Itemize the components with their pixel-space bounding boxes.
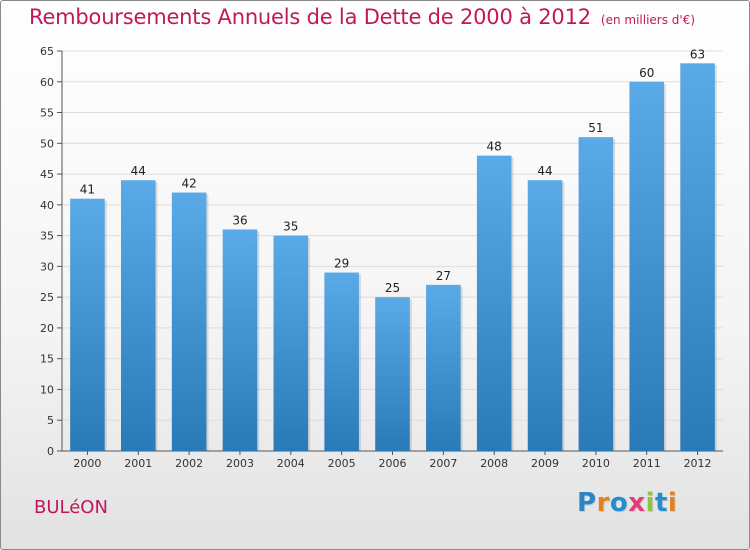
commune-name: BULéON xyxy=(34,497,108,518)
y-tick-label: 25 xyxy=(40,291,54,304)
bar-2011 xyxy=(629,81,665,452)
y-tick-label: 40 xyxy=(40,199,54,212)
y-tick-label: 20 xyxy=(40,322,54,335)
bar-2012 xyxy=(680,63,715,452)
bar-2007 xyxy=(426,284,461,451)
title-text: Remboursements Annuels de la Dette de 20… xyxy=(29,5,591,29)
y-tick-label: 45 xyxy=(40,168,54,181)
value-label: 60 xyxy=(639,66,654,80)
y-tick-label: 10 xyxy=(40,383,54,396)
logo-letter: i xyxy=(667,488,678,518)
x-tick-label: 2002 xyxy=(175,457,203,470)
value-label: 51 xyxy=(588,121,603,135)
value-label: 63 xyxy=(690,47,705,61)
value-label: 44 xyxy=(131,164,146,178)
x-tick-label: 2001 xyxy=(124,457,152,470)
bars xyxy=(70,63,717,452)
bar-2002 xyxy=(171,192,207,452)
value-label: 44 xyxy=(537,164,552,178)
logo-letter: P xyxy=(577,488,597,518)
y-tick-label: 60 xyxy=(40,76,54,89)
value-label: 48 xyxy=(487,140,502,154)
x-tick-label: 2000 xyxy=(73,457,101,470)
unit-note: (en milliers d'€) xyxy=(600,13,696,27)
bar-2009 xyxy=(527,180,563,451)
bar-2010 xyxy=(578,137,614,451)
y-tick-label: 5 xyxy=(47,414,54,427)
bar-2008 xyxy=(476,155,512,451)
x-tick-label: 2004 xyxy=(277,457,305,470)
x-tick-label: 2008 xyxy=(480,457,508,470)
proxiti-logo: Proxiti xyxy=(577,488,677,518)
bar-2000 xyxy=(70,198,105,451)
x-tick-label: 2007 xyxy=(429,457,457,470)
bar-2004 xyxy=(273,235,309,451)
y-tick-label: 35 xyxy=(40,230,54,243)
logo-letter: t xyxy=(654,488,668,518)
value-label: 42 xyxy=(181,177,196,191)
x-tick-label: 2010 xyxy=(582,457,610,470)
y-tick-label: 15 xyxy=(40,353,54,366)
value-label: 29 xyxy=(334,257,349,271)
labels: 0 5 10 15 20 25 30 35 40 45 50 55 60 65 41 2000 44 2001 42… xyxy=(40,45,712,470)
chart-title: Remboursements Annuels de la Dette de 20… xyxy=(29,5,695,29)
x-tick-label: 2012 xyxy=(684,457,712,470)
y-tick-label: 55 xyxy=(40,107,54,120)
x-tick-label: 2003 xyxy=(226,457,254,470)
value-label: 35 xyxy=(283,220,298,234)
value-label: 25 xyxy=(385,281,400,295)
x-tick-label: 2005 xyxy=(328,457,356,470)
y-tick-label: 30 xyxy=(40,260,54,273)
value-label: 41 xyxy=(80,183,95,197)
bar-2006 xyxy=(375,297,410,451)
logo-letter: r xyxy=(596,488,610,518)
logo-letter: x xyxy=(628,488,646,518)
bar-2003 xyxy=(222,229,258,451)
bar-2005 xyxy=(324,272,359,451)
value-label: 36 xyxy=(232,213,247,227)
bar-2001 xyxy=(120,180,156,451)
x-tick-label: 2006 xyxy=(379,457,407,470)
value-label: 27 xyxy=(436,269,451,283)
logo-letter: o xyxy=(609,488,629,518)
x-tick-label: 2009 xyxy=(531,457,559,470)
y-tick-label: 65 xyxy=(40,45,54,58)
logo-letter: i xyxy=(645,488,655,518)
y-tick-label: 50 xyxy=(40,137,54,150)
y-tick-label: 0 xyxy=(47,445,54,458)
x-tick-label: 2011 xyxy=(633,457,661,470)
